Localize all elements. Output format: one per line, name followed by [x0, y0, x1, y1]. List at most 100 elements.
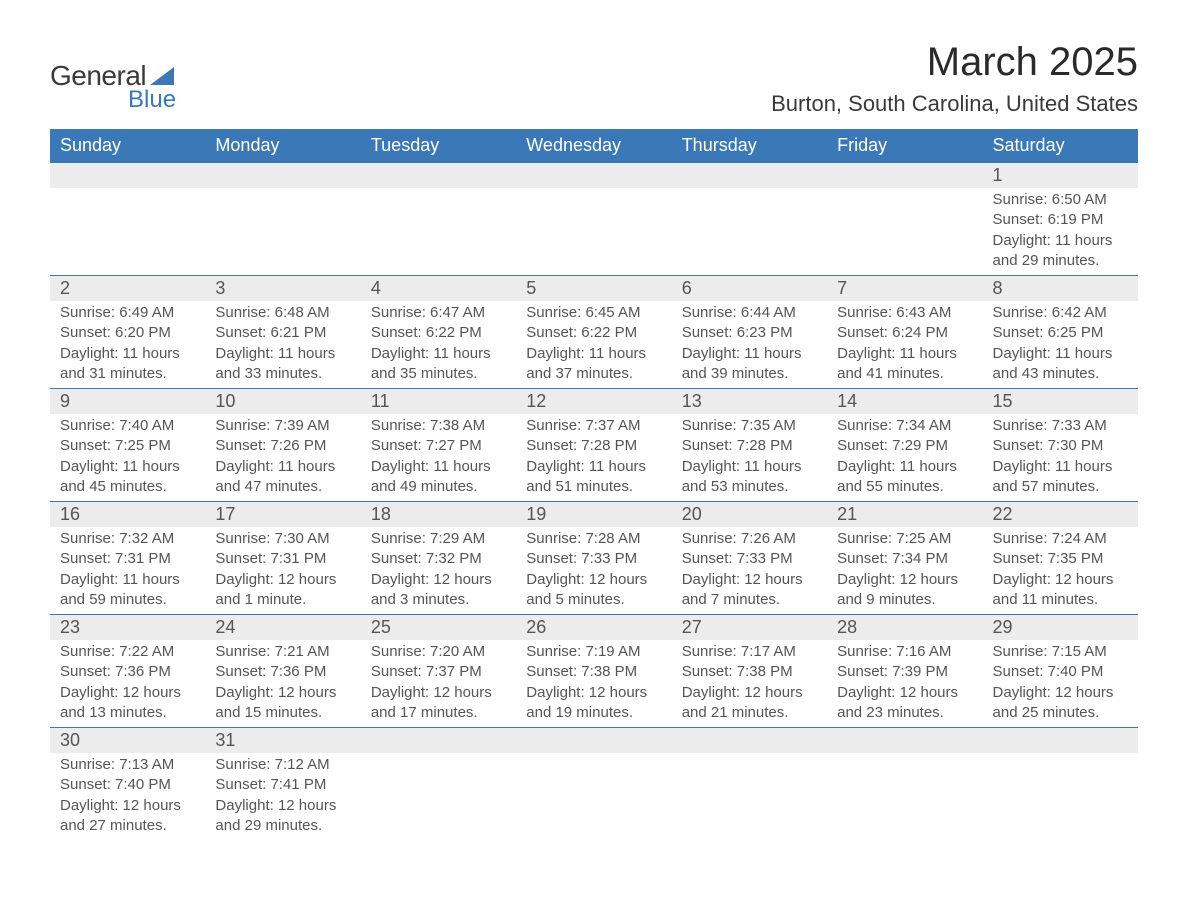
- day-number-cell: 22: [983, 502, 1138, 528]
- daylight-line: Daylight: 12 hours and 15 minutes.: [215, 683, 350, 724]
- day-detail-cell: Sunrise: 7:39 AMSunset: 7:26 PMDaylight:…: [205, 414, 360, 502]
- sunset-line: Sunset: 7:31 PM: [60, 549, 195, 569]
- sunrise-line: Sunrise: 7:35 AM: [682, 416, 817, 436]
- sunrise-line: Sunrise: 7:39 AM: [215, 416, 350, 436]
- day-detail-cell: Sunrise: 7:22 AMSunset: 7:36 PMDaylight:…: [50, 640, 205, 728]
- day-number-cell: 21: [827, 502, 982, 528]
- sunrise-line: Sunrise: 7:38 AM: [371, 416, 506, 436]
- day-number-cell: 26: [516, 615, 671, 641]
- day-number-row: 23242526272829: [50, 615, 1138, 641]
- day-number-cell: 28: [827, 615, 982, 641]
- day-number-cell: 10: [205, 389, 360, 415]
- day-number-cell: 11: [361, 389, 516, 415]
- day-number-cell: 8: [983, 276, 1138, 302]
- day-detail-cell: Sunrise: 6:42 AMSunset: 6:25 PMDaylight:…: [983, 301, 1138, 389]
- day-number-cell: [205, 163, 360, 189]
- day-detail-cell: Sunrise: 7:24 AMSunset: 7:35 PMDaylight:…: [983, 527, 1138, 615]
- sunset-line: Sunset: 6:19 PM: [993, 210, 1128, 230]
- daylight-line: Daylight: 12 hours and 3 minutes.: [371, 570, 506, 611]
- sunset-line: Sunset: 6:23 PM: [682, 323, 817, 343]
- logo-triangle-icon: [150, 67, 174, 85]
- sunrise-line: Sunrise: 7:32 AM: [60, 529, 195, 549]
- sunset-line: Sunset: 7:40 PM: [60, 775, 195, 795]
- day-detail-cell: Sunrise: 7:35 AMSunset: 7:28 PMDaylight:…: [672, 414, 827, 502]
- daylight-line: Daylight: 11 hours and 51 minutes.: [526, 457, 661, 498]
- day-detail-cell: Sunrise: 7:38 AMSunset: 7:27 PMDaylight:…: [361, 414, 516, 502]
- day-detail-cell: Sunrise: 6:48 AMSunset: 6:21 PMDaylight:…: [205, 301, 360, 389]
- day-number-cell: 2: [50, 276, 205, 302]
- daylight-line: Daylight: 12 hours and 11 minutes.: [993, 570, 1128, 611]
- day-detail-cell: Sunrise: 7:30 AMSunset: 7:31 PMDaylight:…: [205, 527, 360, 615]
- day-detail-cell: Sunrise: 7:20 AMSunset: 7:37 PMDaylight:…: [361, 640, 516, 728]
- daylight-line: Daylight: 12 hours and 23 minutes.: [837, 683, 972, 724]
- daylight-line: Daylight: 12 hours and 9 minutes.: [837, 570, 972, 611]
- sunset-line: Sunset: 7:40 PM: [993, 662, 1128, 682]
- sunset-line: Sunset: 7:27 PM: [371, 436, 506, 456]
- day-detail-cell: Sunrise: 7:33 AMSunset: 7:30 PMDaylight:…: [983, 414, 1138, 502]
- sunset-line: Sunset: 7:36 PM: [60, 662, 195, 682]
- day-number-cell: 25: [361, 615, 516, 641]
- day-detail-cell: Sunrise: 7:17 AMSunset: 7:38 PMDaylight:…: [672, 640, 827, 728]
- location-subtitle: Burton, South Carolina, United States: [771, 91, 1138, 117]
- day-number-cell: 18: [361, 502, 516, 528]
- weekday-header: Tuesday: [361, 129, 516, 163]
- sunset-line: Sunset: 7:41 PM: [215, 775, 350, 795]
- weekday-header: Sunday: [50, 129, 205, 163]
- day-number-cell: 31: [205, 728, 360, 754]
- day-detail-cell: Sunrise: 6:47 AMSunset: 6:22 PMDaylight:…: [361, 301, 516, 389]
- daylight-line: Daylight: 11 hours and 45 minutes.: [60, 457, 195, 498]
- day-detail-cell: Sunrise: 6:49 AMSunset: 6:20 PMDaylight:…: [50, 301, 205, 389]
- weekday-header-row: SundayMondayTuesdayWednesdayThursdayFrid…: [50, 129, 1138, 163]
- sunrise-line: Sunrise: 7:24 AM: [993, 529, 1128, 549]
- sunrise-line: Sunrise: 7:21 AM: [215, 642, 350, 662]
- daylight-line: Daylight: 11 hours and 31 minutes.: [60, 344, 195, 385]
- sunset-line: Sunset: 6:24 PM: [837, 323, 972, 343]
- day-detail-cell: [361, 188, 516, 276]
- daylight-line: Daylight: 11 hours and 39 minutes.: [682, 344, 817, 385]
- sunrise-line: Sunrise: 7:20 AM: [371, 642, 506, 662]
- day-detail-row: Sunrise: 6:50 AMSunset: 6:19 PMDaylight:…: [50, 188, 1138, 276]
- day-detail-cell: Sunrise: 6:43 AMSunset: 6:24 PMDaylight:…: [827, 301, 982, 389]
- day-number-row: 16171819202122: [50, 502, 1138, 528]
- daylight-line: Daylight: 12 hours and 27 minutes.: [60, 796, 195, 837]
- calendar-table: SundayMondayTuesdayWednesdayThursdayFrid…: [50, 129, 1138, 840]
- day-number-cell: 3: [205, 276, 360, 302]
- day-detail-cell: Sunrise: 7:21 AMSunset: 7:36 PMDaylight:…: [205, 640, 360, 728]
- day-detail-row: Sunrise: 7:22 AMSunset: 7:36 PMDaylight:…: [50, 640, 1138, 728]
- day-number-cell: [516, 728, 671, 754]
- day-number-cell: 14: [827, 389, 982, 415]
- day-detail-cell: Sunrise: 7:32 AMSunset: 7:31 PMDaylight:…: [50, 527, 205, 615]
- sunrise-line: Sunrise: 7:22 AM: [60, 642, 195, 662]
- sunset-line: Sunset: 7:34 PM: [837, 549, 972, 569]
- sunset-line: Sunset: 7:28 PM: [526, 436, 661, 456]
- day-detail-row: Sunrise: 7:32 AMSunset: 7:31 PM Daylight:…: [50, 527, 1138, 615]
- day-number-cell: 16: [50, 502, 205, 528]
- day-detail-cell: Sunrise: 7:13 AMSunset: 7:40 PMDaylight:…: [50, 753, 205, 840]
- daylight-line: Daylight: 12 hours and 13 minutes.: [60, 683, 195, 724]
- sunset-line: Sunset: 7:35 PM: [993, 549, 1128, 569]
- sunrise-line: Sunrise: 7:30 AM: [215, 529, 350, 549]
- day-detail-cell: [516, 188, 671, 276]
- sunrise-line: Sunrise: 7:34 AM: [837, 416, 972, 436]
- sunrise-line: Sunrise: 7:16 AM: [837, 642, 972, 662]
- sunrise-line: Sunrise: 6:47 AM: [371, 303, 506, 323]
- day-number-cell: 29: [983, 615, 1138, 641]
- sunset-line: Sunset: 7:37 PM: [371, 662, 506, 682]
- day-number-cell: 24: [205, 615, 360, 641]
- day-number-cell: [516, 163, 671, 189]
- day-number-cell: 19: [516, 502, 671, 528]
- weekday-header: Saturday: [983, 129, 1138, 163]
- month-title: March 2025: [771, 40, 1138, 85]
- day-number-cell: 27: [672, 615, 827, 641]
- sunrise-line: Sunrise: 7:29 AM: [371, 529, 506, 549]
- day-number-cell: [827, 728, 982, 754]
- day-number-cell: 20: [672, 502, 827, 528]
- calendar-body: 1 Sunrise: 6:50 AMSunset: 6:19 PMDayligh…: [50, 163, 1138, 841]
- sunset-line: Sunset: 7:38 PM: [682, 662, 817, 682]
- sunset-line: Sunset: 7:33 PM: [526, 549, 661, 569]
- sunset-line: Sunset: 7:26 PM: [215, 436, 350, 456]
- sunset-line: Sunset: 7:30 PM: [993, 436, 1128, 456]
- day-detail-row: Sunrise: 7:13 AMSunset: 7:40 PMDaylight:…: [50, 753, 1138, 840]
- daylight-line: Daylight: 11 hours and 47 minutes.: [215, 457, 350, 498]
- day-number-cell: 7: [827, 276, 982, 302]
